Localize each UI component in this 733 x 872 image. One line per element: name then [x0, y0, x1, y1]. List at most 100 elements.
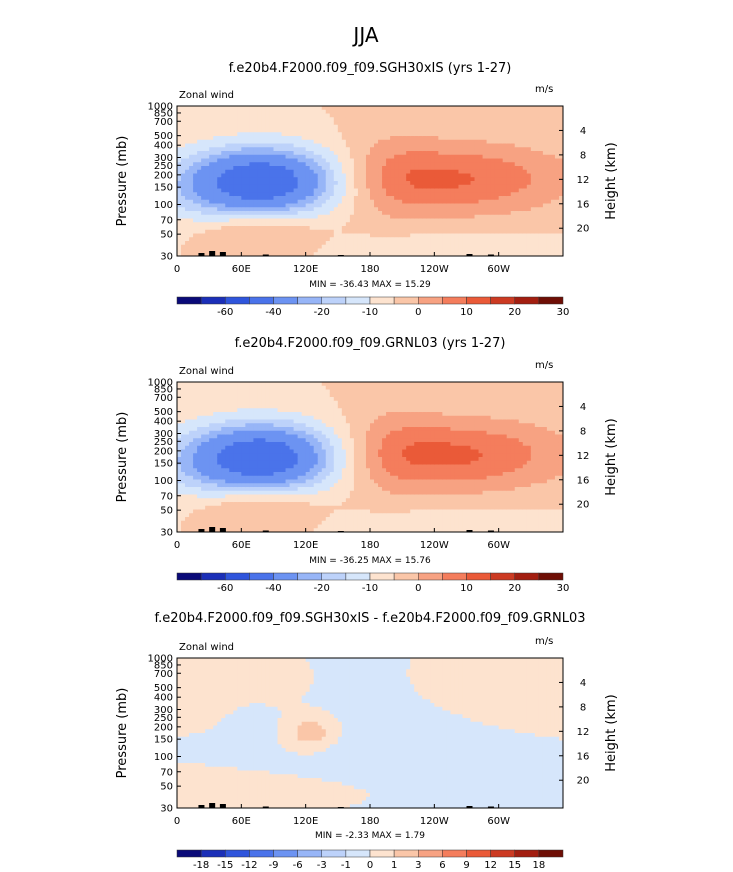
- field-cell: [185, 244, 190, 249]
- field-cell: [458, 139, 463, 144]
- field-cell: [494, 196, 500, 201]
- field-cell: [414, 233, 419, 238]
- field-cell: [382, 169, 387, 174]
- field-cell: [494, 136, 500, 141]
- field-cell: [233, 453, 238, 458]
- field-cell: [321, 158, 327, 163]
- field-cell: [313, 233, 319, 238]
- field-cell: [406, 109, 411, 114]
- field-cell: [217, 173, 222, 178]
- panel-title: f.e20b4.F2000.f09_f09.GRNL03 (yrs 1-27): [235, 336, 506, 351]
- field-cell: [189, 415, 194, 420]
- field-cell: [193, 218, 198, 223]
- field-cell: [285, 233, 290, 238]
- field-cell: [213, 517, 218, 522]
- field-cell: [502, 196, 508, 201]
- field-cell: [225, 113, 230, 118]
- field-cell: [398, 158, 403, 163]
- field-cell: [293, 136, 299, 141]
- field-cell: [209, 211, 214, 216]
- field-cell: [345, 143, 351, 148]
- field-cell: [177, 412, 182, 417]
- field-cell: [245, 442, 250, 447]
- field-cell: [414, 143, 419, 148]
- field-cell: [189, 222, 194, 227]
- field-cell: [526, 151, 532, 156]
- field-cell: [257, 192, 262, 197]
- field-cell: [406, 121, 411, 126]
- field-cell: [398, 132, 403, 137]
- field-cell: [434, 207, 439, 212]
- field-cell: [269, 449, 274, 454]
- field-cell: [209, 248, 214, 253]
- field-cell: [422, 162, 427, 167]
- field-cell: [321, 113, 327, 118]
- field-cell: [189, 517, 194, 522]
- field-cell: [361, 226, 367, 231]
- field-cell: [370, 154, 375, 159]
- field-cell: [466, 199, 471, 204]
- field-cell: [337, 121, 343, 126]
- field-cell: [217, 453, 222, 458]
- field-cell: [490, 124, 496, 129]
- field-cell: [546, 109, 552, 114]
- field-cell: [410, 132, 415, 137]
- field-cell: [353, 203, 359, 208]
- field-cell: [317, 184, 323, 189]
- field-cell: [434, 196, 439, 201]
- field-cell: [558, 222, 563, 227]
- field-cell: [253, 483, 258, 488]
- field-cell: [474, 173, 479, 178]
- field-cell: [229, 237, 234, 242]
- field-cell: [542, 147, 548, 152]
- field-cell: [209, 207, 214, 212]
- field-cell: [229, 528, 234, 532]
- field-cell: [321, 199, 327, 204]
- field-cell: [293, 196, 299, 201]
- field-cell: [462, 229, 467, 234]
- field-cell: [229, 222, 234, 227]
- field-cell: [349, 248, 355, 253]
- field-cell: [386, 117, 391, 122]
- panel-1: f.e20b4.F2000.f09_f09.SGH30xIS (yrs 1-27…: [115, 61, 619, 318]
- field-cell: [269, 139, 274, 144]
- field-cell: [229, 136, 234, 141]
- field-cell: [474, 124, 479, 129]
- field-cell: [418, 136, 423, 141]
- field-cell: [181, 509, 186, 514]
- field-cell: [534, 248, 540, 253]
- field-cell: [249, 188, 254, 193]
- field-cell: [177, 237, 182, 242]
- pressure-tick-label: 1000: [148, 102, 173, 113]
- field-cell: [386, 162, 391, 167]
- field-cell: [313, 143, 319, 148]
- field-cell: [454, 128, 459, 133]
- field-cell: [317, 113, 323, 118]
- field-cell: [426, 121, 431, 126]
- field-cell: [253, 427, 258, 432]
- field-cell: [454, 136, 459, 141]
- field-cell: [502, 162, 508, 167]
- field-cell: [249, 211, 254, 216]
- field-cell: [273, 520, 278, 525]
- field-cell: [317, 188, 323, 193]
- field-cell: [333, 233, 339, 238]
- field-cell: [213, 449, 218, 454]
- field-cell: [542, 109, 548, 114]
- field-cell: [213, 483, 218, 488]
- field-cell: [229, 404, 234, 409]
- field-cell: [309, 237, 315, 242]
- field-cell: [237, 184, 242, 189]
- field-cell: [494, 124, 500, 129]
- field-cell: [321, 106, 327, 111]
- field-cell: [213, 143, 218, 148]
- field-cell: [293, 241, 299, 246]
- field-cell: [241, 509, 246, 514]
- field-cell: [253, 169, 258, 174]
- field-cell: [454, 169, 459, 174]
- field-cell: [261, 207, 266, 212]
- field-cell: [442, 147, 447, 152]
- field-cell: [181, 162, 186, 167]
- field-cell: [434, 147, 439, 152]
- field-cell: [209, 181, 214, 186]
